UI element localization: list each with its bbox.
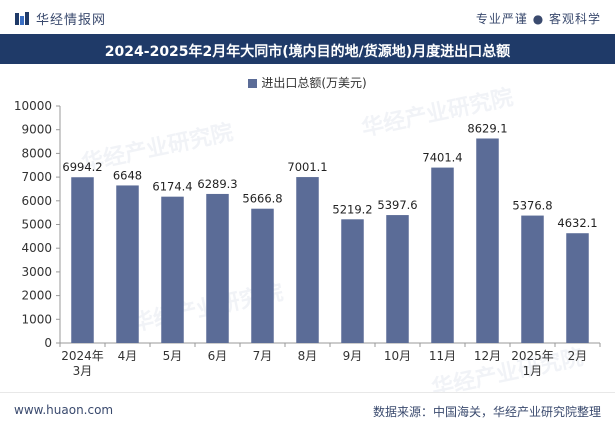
bar: [521, 215, 544, 343]
x-tick-label-line: 2025年: [511, 349, 554, 363]
y-tick-label: 2000: [21, 289, 52, 303]
x-tick-label: 2024年 3月: [61, 349, 104, 378]
data-label: 8629.1: [467, 121, 507, 135]
data-label: 6994.2: [62, 160, 102, 174]
data-label: 7001.1: [287, 160, 327, 174]
y-tick-label: 5000: [21, 218, 52, 232]
x-tick-label-line: 5月: [163, 349, 183, 363]
x-tick-label-line: 1月: [523, 364, 543, 378]
x-tick-label-line: 8月: [298, 349, 318, 363]
x-tick-label: 10月: [384, 349, 411, 363]
bar: [431, 167, 454, 343]
data-label: 5397.6: [377, 198, 417, 212]
x-tick-label: 8月: [298, 349, 318, 363]
x-tick-label-line: 9月: [343, 349, 363, 363]
data-label: 6174.4: [152, 180, 192, 194]
bar: [341, 219, 364, 343]
data-label: 6289.3: [197, 177, 237, 191]
bar-chart: 0 1000 2000 3000 4000 5000 6000 7000 8000 9000 100…: [14, 99, 601, 378]
y-tick-label: 4000: [21, 241, 52, 255]
data-label: 4632.1: [557, 216, 597, 230]
data-label: 5376.8: [512, 199, 552, 213]
y-tick-label: 7000: [21, 170, 52, 184]
data-label: 5219.2: [332, 202, 372, 216]
title-bar: 2024-2025年2月年大同市(境内目的地/货源地)月度进出口总额: [0, 34, 615, 64]
bar: [206, 193, 229, 343]
x-tick-label-line: 3月: [73, 364, 93, 378]
top-bar: 华经情报网 专业严谨 ● 客观科学: [0, 0, 615, 34]
chart-title: 2024-2025年2月年大同市(境内目的地/货源地)月度进出口总额: [104, 44, 511, 60]
bar: [71, 177, 94, 343]
x-tick-label: 9月: [343, 349, 363, 363]
x-tick-label-line: 6月: [208, 349, 228, 363]
x-tick-label-line: 2月: [568, 349, 588, 363]
data-label: 6648: [113, 168, 142, 182]
y-tick-label: 8000: [21, 146, 52, 160]
x-tick-label-line: 7月: [253, 349, 273, 363]
site-url[interactable]: www.huaon.com: [14, 403, 114, 417]
data-label: 5666.8: [242, 192, 282, 206]
bar: [161, 196, 184, 343]
x-tick-label: 11月: [429, 349, 456, 363]
legend-label: 进出口总额(万美元): [261, 76, 367, 90]
bar: [296, 177, 319, 343]
brand-logo-icon: [15, 11, 29, 25]
x-tick-label: 7月: [253, 349, 273, 363]
x-tick-label-line: 11月: [429, 349, 456, 363]
brand-name: 华经情报网: [36, 13, 107, 28]
bar: [116, 185, 139, 343]
x-tick-label: 2025年 1月: [511, 349, 554, 378]
data-source: 数据来源：中国海关，华经产业研究院整理: [372, 405, 601, 419]
x-tick-label: 6月: [208, 349, 228, 363]
x-tick-label-line: 10月: [384, 349, 411, 363]
footer: www.huaon.com 数据来源：中国海关，华经产业研究院整理: [0, 392, 615, 427]
x-tick-label-line: 4月: [118, 349, 138, 363]
bar: [566, 233, 589, 343]
x-tick-label: 5月: [163, 349, 183, 363]
x-tick-label-line: 2024年: [61, 349, 104, 363]
x-tick-label-line: 12月: [474, 349, 501, 363]
bar: [476, 138, 499, 343]
tagline: 专业严谨 ● 客观科学: [475, 12, 601, 26]
y-tick-label: 0: [44, 336, 52, 350]
y-tick-label: 6000: [21, 194, 52, 208]
y-tick-label: 3000: [21, 265, 52, 279]
chart-legend: 进出口总额(万美元): [0, 74, 615, 91]
y-tick-label: 9000: [21, 123, 52, 137]
y-tick-label: 10000: [14, 99, 52, 113]
brand[interactable]: 华经情报网: [14, 9, 106, 28]
legend-swatch: [248, 79, 258, 88]
bar: [386, 215, 409, 343]
x-tick-label: 4月: [118, 349, 138, 363]
data-label: 7401.4: [422, 151, 462, 165]
bar: [251, 208, 274, 343]
x-tick-label: 12月: [474, 349, 501, 363]
y-tick-label: 1000: [21, 312, 52, 326]
x-tick-label: 2月: [568, 349, 588, 363]
